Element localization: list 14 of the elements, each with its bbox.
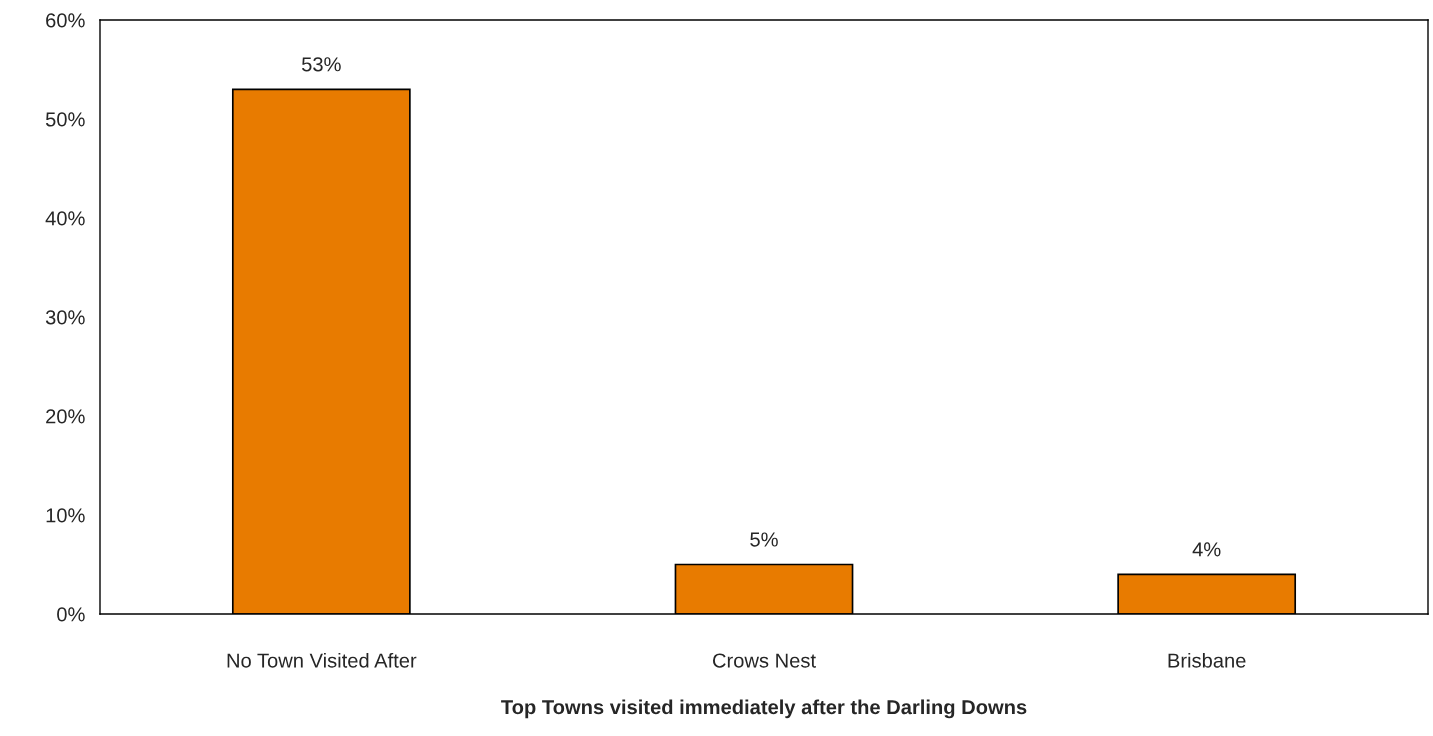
- x-tick-label: No Town Visited After: [227, 652, 417, 668]
- y-tick-label: 10%: [46, 508, 85, 523]
- x-axis-title: Top Towns visited immediately after the Darling Downs: [501, 699, 1027, 719]
- data-label: 4%: [1192, 542, 1221, 557]
- y-tick-label: 40%: [45, 211, 85, 226]
- data-label: 53%: [301, 57, 341, 72]
- y-tick-label: 20%: [46, 409, 85, 424]
- data-label: 5%: [750, 532, 778, 547]
- y-tick-label: 30%: [45, 310, 85, 325]
- x-tick-label: Crows Nest: [712, 653, 816, 668]
- y-tick-label: 50%: [45, 112, 85, 127]
- y-tick-label: 0%: [57, 607, 85, 622]
- y-tick-label: 60%: [46, 13, 85, 28]
- x-tick-label: Brisbane: [1168, 652, 1246, 668]
